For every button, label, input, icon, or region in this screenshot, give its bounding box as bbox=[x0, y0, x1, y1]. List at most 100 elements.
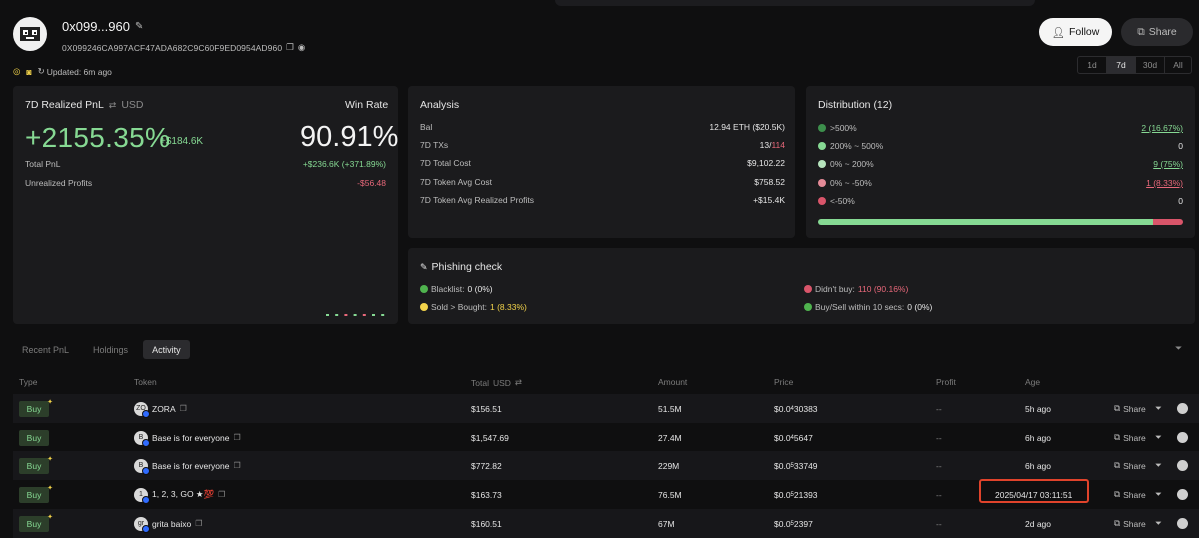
token-cell[interactable]: ZO ZORA ❐ bbox=[134, 394, 187, 423]
period-all[interactable]: All bbox=[1173, 60, 1183, 70]
token-name[interactable]: grita baixo bbox=[152, 518, 192, 529]
table-row[interactable]: Buy ✦ gr grita baixo ❐ $160.51 67M $0.0 5 2397 -- 2… bbox=[13, 509, 1199, 538]
sold-value: 1 (8.33%) bbox=[490, 302, 527, 312]
filter-icon[interactable]: ⏷ bbox=[1155, 460, 1162, 470]
chart-icon[interactable] bbox=[1177, 394, 1188, 423]
edit-icon[interactable]: ✎ bbox=[134, 21, 144, 32]
copy-icon[interactable]: ❐ bbox=[218, 490, 226, 499]
col-total-unit[interactable]: USD bbox=[492, 377, 511, 388]
sold-bought-item: Sold > Bought: 1 (8.33%) bbox=[420, 302, 527, 312]
share-profile-button[interactable]: ⧉ Share bbox=[1121, 18, 1193, 46]
tab-recent-pnl[interactable]: Recent PnL bbox=[22, 344, 70, 355]
buy-badge: Buy ✦ bbox=[19, 514, 53, 532]
tab-holdings[interactable]: Holdings bbox=[93, 344, 129, 355]
share-icon: ⧉ bbox=[1137, 25, 1145, 38]
copy-icon[interactable]: ❐ bbox=[195, 519, 203, 528]
age-cell: 2d ago bbox=[1025, 518, 1051, 529]
token-cell[interactable]: 1 1, 2, 3, GO ★💯 ❐ bbox=[134, 480, 225, 509]
copy-icon[interactable]: ❐ bbox=[233, 433, 241, 442]
filter-icon[interactable]: ⏷ bbox=[1155, 518, 1162, 528]
price-cell: $0.0 4 5647 bbox=[774, 423, 813, 452]
table-row[interactable]: Buy ✦ B Base is for everyone ❐ $772.82 229M $0.… bbox=[13, 451, 1199, 480]
distribution-value[interactable]: 2 (16.67%) bbox=[1141, 123, 1183, 133]
copy-icon[interactable]: ❐ bbox=[286, 42, 294, 52]
price-digits: 30383 bbox=[793, 403, 818, 414]
row-share-button[interactable]: ⧉ Share bbox=[1114, 451, 1146, 480]
sold-label: Sold > Bought: bbox=[431, 302, 488, 312]
copy-icon[interactable]: ❐ bbox=[233, 461, 241, 470]
row-share-button[interactable]: ⧉ Share bbox=[1114, 480, 1146, 509]
row-share-button[interactable]: ⧉ Share bbox=[1114, 394, 1146, 423]
buysell-label: Buy/Sell within 10 secs: bbox=[815, 302, 905, 312]
currency-label[interactable]: USD bbox=[121, 99, 144, 111]
chart-icon[interactable] bbox=[1177, 451, 1188, 480]
didnt-buy-label: Didn't buy: bbox=[815, 284, 855, 294]
pnl-mini-chart bbox=[326, 314, 385, 316]
swap-icon[interactable]: ⇄ bbox=[514, 377, 523, 387]
chart-icon[interactable] bbox=[1177, 509, 1188, 538]
row-share-button[interactable]: ⧉ Share bbox=[1114, 423, 1146, 452]
distribution-dot bbox=[818, 142, 826, 150]
filter-icon[interactable]: ⏷ bbox=[1155, 432, 1162, 442]
filter-icon[interactable]: ⏷ bbox=[1155, 403, 1162, 413]
chart-icon[interactable] bbox=[1177, 480, 1188, 509]
didnt-buy-value: 110 (90.16%) bbox=[857, 284, 909, 294]
analysis-value: 12.94 ETH ($20.5K) bbox=[709, 122, 785, 132]
token-name[interactable]: Base is for everyone bbox=[152, 460, 230, 471]
meta-row: ◎ ◙ ↻ Updated: 6m ago bbox=[13, 66, 112, 77]
distribution-value[interactable]: 9 (75%) bbox=[1153, 159, 1183, 169]
link-icon[interactable]: ◉ bbox=[297, 42, 306, 52]
period-1d[interactable]: 1d bbox=[1078, 57, 1107, 73]
token-logo-icon: B bbox=[134, 430, 150, 447]
token-cell[interactable]: B Base is for everyone ❐ bbox=[134, 423, 241, 452]
type-label: Buy bbox=[26, 518, 42, 529]
wallet-icon[interactable]: ◙ bbox=[26, 66, 32, 77]
tx-count-red: 114 bbox=[771, 140, 785, 150]
chart-icon[interactable] bbox=[1177, 423, 1188, 452]
filter-icon[interactable]: ⏷ bbox=[1175, 343, 1183, 353]
unrealized-value: -$56.48 bbox=[357, 178, 386, 188]
type-cell: Buy ✦ bbox=[19, 394, 53, 423]
table-row[interactable]: Buy ✦ ZO ZORA ❐ $156.51 51.5M $0.0 4 30383 -- 5h ag… bbox=[13, 394, 1199, 423]
token-name[interactable]: Base is for everyone bbox=[152, 432, 230, 443]
profit-cell: -- bbox=[936, 432, 942, 443]
tab-activity[interactable]: Activity bbox=[143, 340, 190, 359]
token-name[interactable]: 1, 2, 3, GO ★💯 bbox=[152, 489, 215, 499]
analysis-row-txs: 7D TXs 13/114 bbox=[420, 140, 785, 152]
price-digits: 33749 bbox=[793, 460, 818, 471]
token-cell[interactable]: B Base is for everyone ❐ bbox=[134, 451, 241, 480]
row-share-button[interactable]: ⧉ Share bbox=[1114, 509, 1146, 538]
copy-icon[interactable]: ❐ bbox=[179, 404, 187, 413]
token-logo-icon: 1 bbox=[134, 487, 150, 504]
distribution-label: <-50% bbox=[830, 196, 855, 206]
blacklist-item: Blacklist: 0 (0%) bbox=[420, 284, 493, 294]
token-name[interactable]: ZORA bbox=[152, 403, 176, 414]
distribution-row: <-50% 0 bbox=[818, 195, 1183, 207]
yellow-dot-icon bbox=[420, 303, 428, 311]
token-cell[interactable]: gr grita baixo ❐ bbox=[134, 509, 202, 538]
table-row[interactable]: Buy B Base is for everyone ❐ $1,547.69 27.4M $… bbox=[13, 423, 1199, 452]
analysis-label: 7D Token Avg Cost bbox=[420, 177, 492, 187]
amount-cell: 76.5M bbox=[658, 489, 682, 500]
unrealized-label: Unrealized Profits bbox=[25, 178, 93, 188]
buy-badge: Buy bbox=[19, 429, 49, 446]
tx-count: 13 bbox=[759, 140, 770, 150]
avatar bbox=[13, 17, 47, 51]
period-7d[interactable]: 7d bbox=[1107, 57, 1136, 73]
currency-toggle-icon[interactable]: ⇄ bbox=[108, 99, 117, 110]
wallet-name: 0x099...960 ✎ bbox=[62, 19, 143, 34]
share-icon: ⧉ bbox=[1114, 489, 1121, 499]
period-30d[interactable]: 30d bbox=[1136, 57, 1165, 73]
price-cell: $0.0 5 33749 bbox=[774, 451, 818, 480]
table-row[interactable]: Buy ✦ 1 1, 2, 3, GO ★💯 ❐ $163.73 76.5M $0.0 5 213… bbox=[13, 480, 1199, 509]
follow-button[interactable]: 👤︎ Follow bbox=[1039, 18, 1112, 46]
filter-icon[interactable]: ⏷ bbox=[1155, 489, 1162, 499]
wallet-name-text: 0x099...960 bbox=[62, 19, 130, 34]
amount-cell: 51.5M bbox=[658, 403, 682, 414]
analysis-value: +$15.4K bbox=[753, 195, 785, 205]
win-rate-value: 90.91% bbox=[300, 121, 399, 153]
refresh-icon[interactable]: ↻ bbox=[37, 66, 45, 76]
analysis-value: $9,102.22 bbox=[747, 158, 785, 168]
distribution-value[interactable]: 1 (8.33%) bbox=[1146, 178, 1183, 188]
target-icon[interactable]: ◎ bbox=[13, 66, 21, 76]
